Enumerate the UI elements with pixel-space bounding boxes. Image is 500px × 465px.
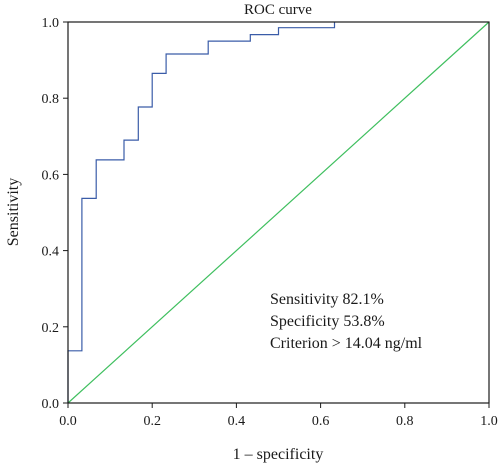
y-tick-label: 0.0 [42,397,60,412]
x-axis-title: 1 – specificity [233,446,324,463]
x-tick-label: 0.4 [228,414,246,429]
annotation-sensitivity: Sensitivity 82.1% [270,291,384,308]
y-axis-title: Sensitivity [5,178,22,246]
y-tick-label: 0.2 [42,321,60,336]
annotation-criterion: Criterion > 14.04 ng/ml [270,335,423,352]
x-tick-label: 0.8 [396,414,414,429]
y-tick-label: 0.8 [42,92,60,107]
x-tick-label: 0.2 [143,414,161,429]
x-tick-label: 0.6 [312,414,330,429]
reference-diagonal-line [67,21,490,404]
y-tick-label: 0.6 [42,168,60,183]
y-tick-label: 0.4 [42,245,60,260]
y-tick-label: 1.0 [42,16,60,31]
plot-frame [67,21,490,404]
chart-title: ROC curve [244,2,312,18]
roc-curve-line [67,22,336,403]
annotation-specificity: Specificity 53.8% [270,313,385,330]
axis-ticks: 0.0 0.2 0.4 0.6 0.8 1.0 0.0 0.2 0.4 0.6 0.8 1.0 [42,16,498,429]
x-tick-label: 1.0 [480,414,498,429]
x-tick-label: 0.0 [59,414,77,429]
plot-area [67,21,490,404]
